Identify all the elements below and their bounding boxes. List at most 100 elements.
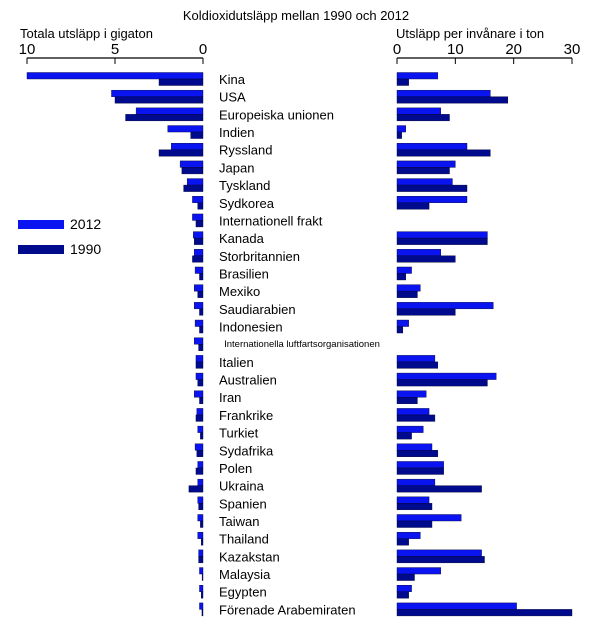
legend-swatch-2012	[18, 220, 64, 229]
bar-percapita-2012-italien	[396, 355, 436, 363]
category-label: Kanada	[219, 231, 265, 246]
bar-total-1990-polen	[195, 467, 204, 475]
bar-percapita-1990-förenade-arabemiraten	[396, 609, 573, 617]
category-label: Indonesien	[219, 320, 283, 335]
bar-total-2012-frankrike	[196, 408, 204, 416]
bar-percapita-1990-saudiarabien	[396, 308, 456, 316]
bar-total-2012-japan	[179, 160, 204, 168]
right-axis-title: Utsläpp per invånare i ton	[396, 26, 544, 41]
bar-total-2012-egypten	[199, 585, 204, 592]
bar-percapita-1990-europeiska-unionen	[396, 114, 450, 122]
bar-percapita-2012-tyskland	[396, 178, 453, 186]
bar-total-1990-taiwan	[200, 520, 204, 528]
category-label: Spanien	[219, 496, 267, 511]
bar-percapita-2012-brasilien	[396, 266, 412, 274]
legend: 2012 1990	[18, 216, 101, 257]
bar-total-2012-tyskland	[186, 178, 204, 186]
bar-total-1990-kina	[158, 78, 204, 86]
bar-total-2012-thailand	[197, 531, 204, 539]
bar-percapita-2012-förenade-arabemiraten	[396, 602, 517, 610]
bar-total-2012-saudiarabien	[193, 302, 204, 310]
category-label: Iran	[219, 390, 241, 405]
chart-title: Koldioxidutsläpp mellan 1990 och 2012	[183, 8, 409, 23]
bar-percapita-1990-turkiet	[396, 432, 412, 440]
left-axis-title: Totala utsläpp i gigaton	[20, 26, 153, 41]
left-axis: 10 5 0	[19, 41, 207, 64]
category-label: Kina	[219, 72, 246, 87]
bar-percapita-2012-iran	[396, 390, 427, 398]
bar-total-2012-taiwan	[197, 514, 204, 522]
bar-total-2012-ryssland	[171, 143, 204, 150]
bar-total-2012-italien	[195, 355, 204, 363]
bar-total-1990-iran	[199, 397, 204, 404]
bar-total-2012-mexiko	[193, 284, 204, 292]
bar-total-1990-indien	[190, 131, 204, 139]
category-label: Storbritannien	[219, 249, 300, 264]
bar-total-1990-brasilien	[199, 273, 204, 281]
bar-percapita-1990-australien	[396, 379, 488, 387]
category-label: Europeiska unionen	[219, 107, 334, 122]
bar-percapita-1990-taiwan	[396, 520, 433, 528]
category-label: Polen	[219, 461, 252, 476]
bar-total-1990-italien	[195, 361, 204, 369]
right-tick-label: 20	[505, 41, 522, 58]
bar-total-2012-förenade-arabemiraten	[199, 602, 204, 610]
right-tick-label: 0	[393, 41, 401, 58]
bar-total-2012-ukraina	[197, 478, 204, 486]
bar-total-1990-storbritannien	[192, 255, 204, 263]
bar-total-1990-ukraina	[188, 485, 204, 493]
bar-total-2012-storbritannien	[193, 249, 204, 257]
category-label: Brasilien	[219, 266, 269, 281]
category-label: Sydafrika	[219, 443, 274, 458]
category-label: Egypten	[219, 585, 267, 600]
bar-total-1990-ryssland	[158, 149, 204, 157]
bar-percapita-2012-thailand	[396, 531, 421, 539]
bar-total-1990-indonesien	[199, 326, 204, 334]
bar-total-2012-indien	[167, 125, 204, 133]
bar-percapita-2012-mexiko	[396, 284, 421, 292]
bar-percapita-2012-kina	[396, 72, 439, 80]
legend-label-2012: 2012	[70, 216, 101, 232]
right-axis: 0 10 20 30	[393, 41, 580, 64]
category-label: Japan	[219, 160, 254, 175]
bar-total-2012-malaysia	[199, 567, 204, 575]
category-label: Italien	[219, 355, 254, 370]
bar-total-1990-sydafrika	[196, 450, 204, 457]
legend-label-1990: 1990	[70, 241, 101, 257]
bar-percapita-2012-indonesien	[396, 319, 409, 327]
bar-percapita-1990-ukraina	[396, 485, 482, 493]
bar-percapita-2012-kazakstan	[396, 549, 482, 557]
bar-total-2012-indonesien	[194, 319, 204, 327]
bar-percapita-1990-sydafrika	[396, 450, 439, 457]
bar-total-1990-tyskland	[183, 184, 204, 192]
category-label: Ryssland	[219, 143, 272, 158]
bar-percapita-2012-ukraina	[396, 478, 436, 486]
bar-percapita-2012-sydafrika	[396, 443, 433, 451]
bar-total-1990-malaysia	[201, 573, 204, 581]
category-label: Tyskland	[219, 178, 270, 193]
legend-swatch-1990	[18, 245, 64, 254]
category-label: Internationella luftfartsorganisationen	[224, 339, 380, 350]
bar-percapita-2012-ryssland	[396, 143, 468, 150]
right-tick-label: 10	[447, 41, 464, 58]
category-label: Mexiko	[219, 284, 260, 299]
bar-percapita-1990-thailand	[396, 538, 409, 546]
category-label: Thailand	[219, 532, 269, 547]
bar-percapita-2012-australien	[396, 372, 497, 380]
bar-total-1990-australien	[197, 379, 204, 387]
category-label: Taiwan	[219, 514, 259, 529]
bar-percapita-2012-polen	[396, 461, 444, 469]
bar-total-2012-sydkorea	[192, 196, 204, 203]
bar-percapita-2012-usa	[396, 89, 491, 97]
category-label: Indien	[219, 125, 254, 140]
bar-total-1990-kazakstan	[198, 556, 204, 564]
bar-percapita-1990-indonesien	[396, 326, 404, 334]
bar-total-1990-förenade-arabemiraten	[201, 609, 204, 617]
bar-percapita-2012-turkiet	[396, 425, 424, 433]
bar-total-2012-brasilien	[194, 266, 204, 274]
bar-percapita-2012-egypten	[396, 585, 412, 592]
category-label: Internationell frakt	[219, 213, 323, 228]
bar-total-2012-polen	[197, 461, 204, 469]
bar-total-1990-turkiet	[200, 432, 204, 440]
